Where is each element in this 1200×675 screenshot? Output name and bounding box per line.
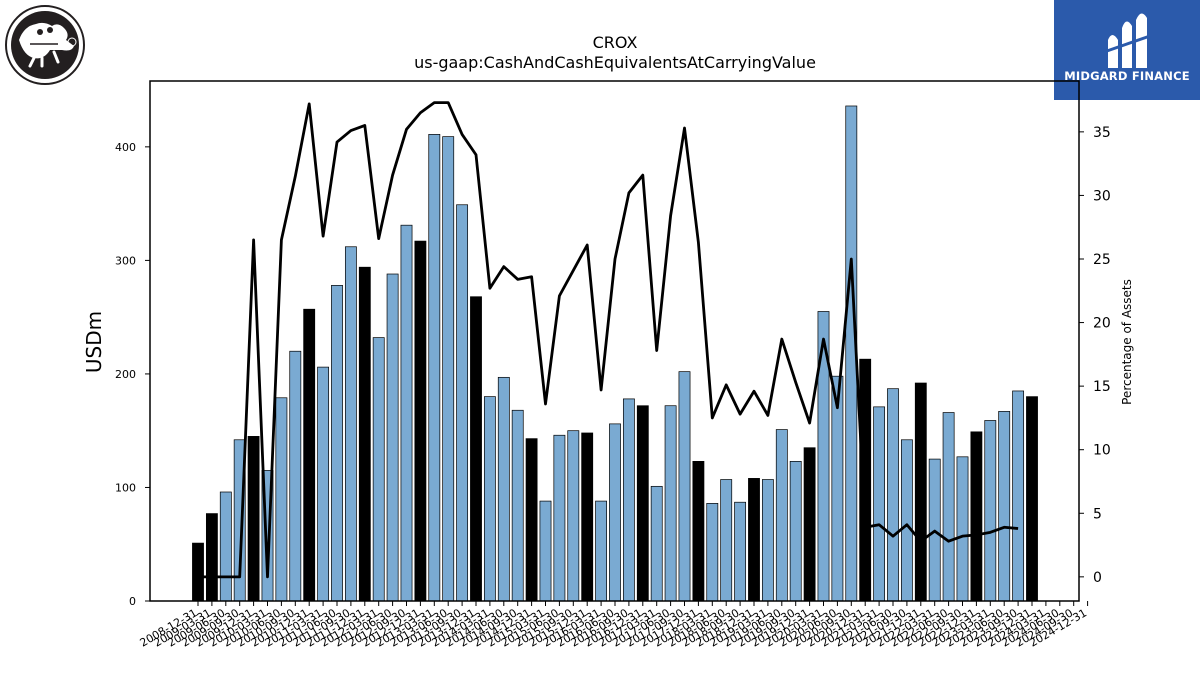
bar [456,204,469,602]
bar [442,136,455,602]
chart-subtitle: us-gaap:CashAndCashEquivalentsAtCarrying… [414,53,816,72]
crocodile-mascot-icon [19,22,77,68]
bar [331,285,343,602]
bar [789,461,802,602]
bar [219,491,232,602]
bar [303,308,316,602]
bar [692,461,705,602]
bar [831,375,844,602]
bar [567,430,580,602]
bar [636,405,649,602]
bar [525,438,538,602]
percentage-line [198,101,1019,579]
bar [483,396,496,602]
bar [247,436,260,602]
bar [414,240,427,602]
bar [734,501,747,602]
bar [803,447,816,602]
line-series [198,101,1019,579]
bar [358,266,371,602]
bar [317,366,330,602]
bar [497,376,510,602]
bar [539,500,552,602]
bar [887,388,899,602]
bar [344,246,357,602]
crocodile-logo [5,5,85,85]
bar [622,398,635,602]
y2-axis-label: Percentage of Assets [1120,279,1134,405]
y-axis-label: USDm [82,311,106,373]
bar [748,478,760,602]
y2-tick-label: 20 [1093,316,1111,332]
y-tick-label: 400 [115,141,136,154]
bar [664,405,677,602]
bar [678,371,691,602]
bar [275,397,288,602]
bar [650,485,663,602]
y2-tick-label: 30 [1093,188,1111,204]
y2-tick-label: 25 [1093,252,1111,268]
bar [372,337,385,602]
bar [720,479,733,602]
midgard-m-icon [1103,13,1151,69]
y2-tick-label: 10 [1093,443,1111,459]
bar [595,500,608,602]
plot-frame [149,80,1080,602]
bar [428,134,441,602]
bar [1012,390,1025,602]
bar [775,429,788,602]
bar [914,382,927,602]
y-tick-label: 0 [129,595,136,608]
axes: 0100200300400051015202530352008-12-31200… [115,125,1111,650]
bar [386,273,399,602]
bar [998,411,1011,602]
bar [873,406,886,602]
bar [859,358,872,602]
bar [761,479,774,602]
y2-tick-label: 15 [1093,379,1111,395]
y-tick-label: 300 [115,254,136,267]
y2-tick-label: 5 [1093,506,1102,522]
bar [900,439,913,602]
chart-title: CROX [593,33,638,52]
y-tick-label: 100 [115,481,136,494]
bar [192,542,204,602]
bar [553,434,566,602]
bar [706,503,719,602]
bar [984,420,997,602]
bar [956,456,969,602]
bar [289,350,302,602]
bar [581,432,594,602]
bar [400,224,413,602]
bar [1026,396,1038,602]
bar [205,513,218,602]
bar [970,431,983,602]
y2-tick-label: 35 [1093,125,1111,141]
bar [511,409,524,602]
bar [942,412,955,602]
bar [470,296,482,602]
bar [609,423,621,602]
midgard-finance-logo: MIDGARD FINANCE [1054,0,1200,100]
y2-tick-label: 0 [1093,570,1102,586]
brand-name: MIDGARD FINANCE [1064,69,1190,83]
y-tick-label: 200 [115,368,136,381]
bar-series [192,105,1038,602]
